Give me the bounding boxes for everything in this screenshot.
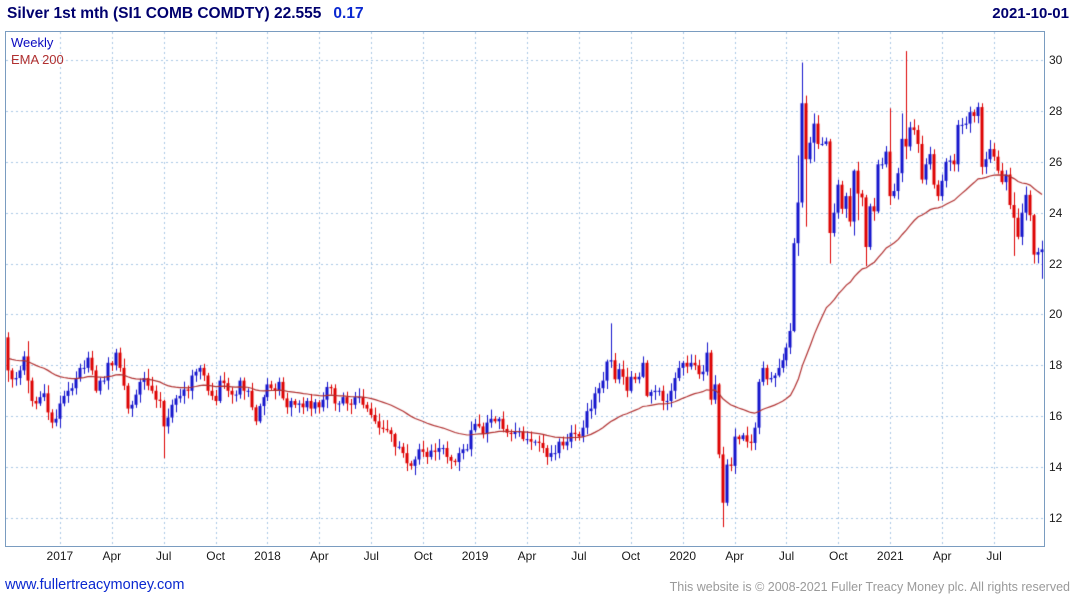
x-tick-label: 2021 (876, 549, 904, 563)
x-tick-label: Apr (310, 549, 329, 563)
y-axis-labels: 12 14 16 18 20 22 24 26 28 30 (1049, 32, 1075, 546)
x-tick-label: Jul (778, 549, 795, 563)
y-tick-label: 26 (1049, 154, 1063, 169)
x-tick-label: 2020 (669, 549, 697, 563)
y-tick-label: 20 (1049, 307, 1063, 322)
site-link[interactable]: www.fullertreacymoney.com (5, 577, 185, 593)
x-tick-label: Apr (725, 549, 744, 563)
y-tick-label: 18 (1049, 358, 1063, 373)
x-tick-label: Apr (932, 549, 952, 563)
chart-header: Silver 1st mth (SI1 COMB COMDTY) 22.555 0… (7, 5, 364, 23)
candlestick-chart-canvas[interactable] (6, 32, 1044, 546)
x-tick-label: 2017 (46, 549, 74, 563)
x-axis-labels: 2017 Apr Jul Oct 2018 Apr Jul Oct 2019 Apr Jul Oct 2… (6, 549, 1044, 565)
x-tick-label: Jul (363, 549, 379, 563)
x-tick-label: 2018 (254, 549, 281, 563)
y-tick-label: 22 (1049, 256, 1063, 271)
x-tick-label: Oct (206, 549, 225, 563)
chart-legend: Weekly EMA 200 (11, 34, 64, 68)
x-tick-label: Oct (413, 549, 433, 563)
x-tick-label: Apr (517, 549, 537, 563)
y-tick-label: 28 (1049, 103, 1063, 118)
x-tick-label: Apr (102, 549, 122, 563)
chart-title: Silver 1st mth (SI1 COMB COMDTY) 22.555 (7, 5, 322, 22)
x-tick-label: Jul (571, 549, 587, 563)
y-tick-label: 30 (1049, 52, 1063, 67)
x-tick-label: 2019 (461, 549, 489, 563)
x-tick-label: Oct (621, 549, 641, 563)
copyright-text: This website is © 2008-2021 Fuller Treac… (669, 580, 1070, 594)
y-tick-label: 12 (1049, 511, 1063, 525)
y-tick-label: 24 (1049, 205, 1063, 220)
legend-ema-label: EMA 200 (11, 52, 64, 67)
x-tick-label: Oct (829, 549, 848, 563)
legend-timeframe-label: Weekly (11, 35, 54, 50)
x-tick-label: Jul (986, 549, 1002, 563)
chart-change-value: 0.17 (333, 5, 364, 22)
y-tick-label: 16 (1049, 409, 1063, 424)
y-tick-label: 14 (1049, 460, 1063, 475)
x-tick-label: Jul (156, 549, 172, 563)
chart-plot-area[interactable]: Weekly EMA 200 (5, 31, 1045, 547)
chart-date: 2021-10-01 (992, 5, 1069, 22)
